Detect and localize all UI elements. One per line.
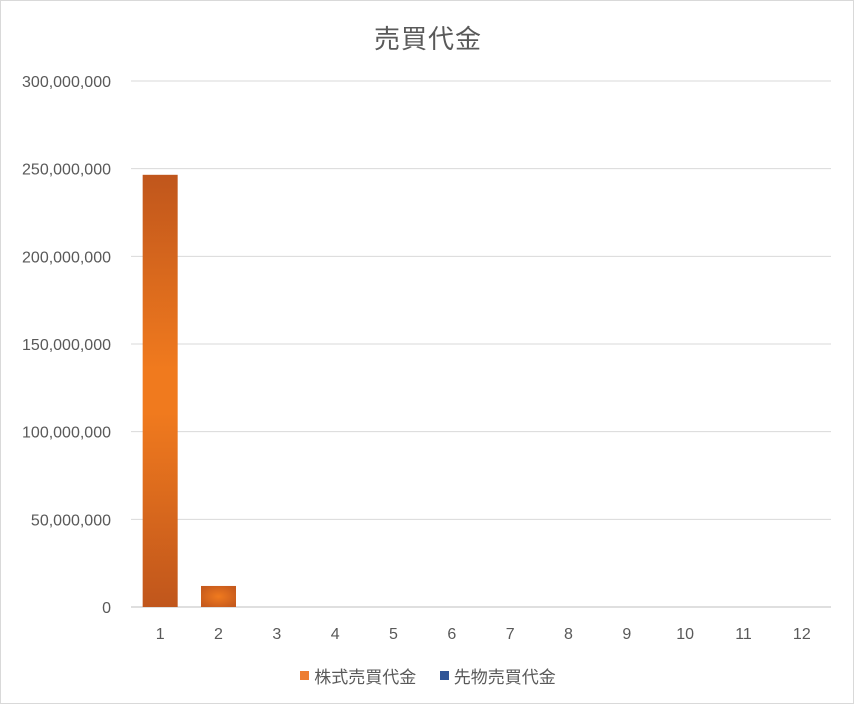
x-tick-label: 11 [735,626,752,643]
legend-label-stock: 株式売買代金 [314,668,417,688]
chart-title: 売買代金 [373,25,482,55]
x-tick-label: 10 [676,626,694,643]
legend-item-futures: 先物売買代金 [439,663,556,688]
legend-item-stock: 株式売買代金 [300,663,416,688]
x-tick-label: 8 [564,626,573,643]
y-tick-label: 50,000,000 [31,512,111,529]
x-tick-label: 1 [156,626,165,643]
bar-stock [201,585,236,607]
x-tick-label: 9 [622,626,631,643]
x-tick-label: 5 [389,626,398,643]
y-tick-label: 200,000,000 [22,249,111,266]
x-tick-label: 3 [272,626,281,643]
y-tick-label: 100,000,000 [22,425,111,442]
y-tick-label: 0 [102,600,111,617]
x-axis-tick-labels: 1 2 3 4 5 6 7 8 9 10 11 12 [156,626,811,643]
y-tick-label: 250,000,000 [22,162,111,179]
y-tick-label: 150,000,000 [22,337,111,354]
y-axis-tick-labels: 0 50,000,000 100,000,000 150,000,000 200,000… [22,74,111,617]
gridlines [131,80,831,608]
x-tick-label: 2 [214,626,223,643]
legend-swatch-stock [300,671,310,680]
legend-swatch-futures [439,671,449,680]
y-tick-label: 300,000,000 [22,74,111,91]
x-tick-label: 6 [447,626,456,643]
bars [142,174,236,607]
x-tick-label: 4 [331,626,340,643]
x-tick-label: 12 [793,626,811,643]
legend-label-futures: 先物売買代金 [453,668,556,688]
bar-stock [142,174,178,607]
legend: 株式売買代金 先物売買代金 [1,663,854,688]
x-tick-label: 7 [506,626,515,643]
